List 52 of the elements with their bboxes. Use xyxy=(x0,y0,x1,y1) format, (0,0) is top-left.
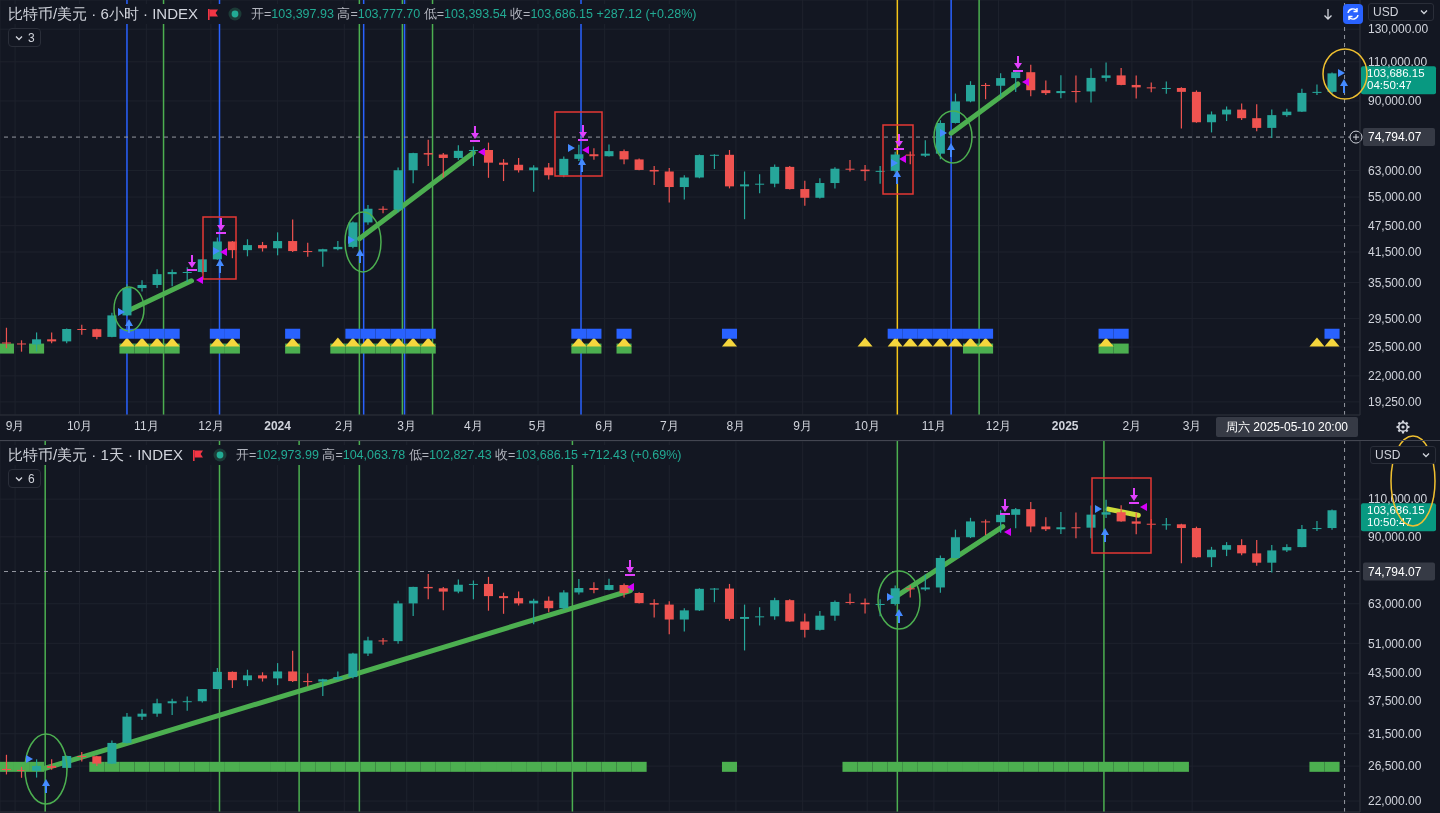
chart-title: 比特币/美元 · 6小时 · INDEX xyxy=(8,4,199,24)
text: USD xyxy=(1375,448,1401,462)
y-tick-label: 130,000.00 xyxy=(1368,22,1429,37)
y-tick-label: 25,500.00 xyxy=(1368,340,1422,355)
x-tick-label: 12月 xyxy=(198,418,224,433)
x-tick-label: 11月 xyxy=(134,418,159,433)
x-tick-label: 2月 xyxy=(1122,418,1142,433)
x-tick-label: 3月 xyxy=(397,418,417,433)
y-tick-label: 63,000.00 xyxy=(1368,163,1422,178)
text: 开=102,973.99 高=104,063.78 低=102,827.43 收=103,686.15 +712.43 (+0.69%) xyxy=(236,447,682,462)
y-tick-label: 47,500.00 xyxy=(1368,218,1422,233)
x-tick-label: 2024 xyxy=(264,418,292,433)
x-tick-label: 4月 xyxy=(464,418,483,433)
y-tick-label: 51,000.00 xyxy=(1368,636,1422,651)
annotation: 3 xyxy=(28,30,35,45)
x-tick-label: 9月 xyxy=(5,418,25,433)
x-tick-label: 6月 xyxy=(595,418,615,433)
x-tick-label: 7月 xyxy=(659,418,679,433)
text: 开=103,397.93 高=103,777.70 低=103,393.54 收=103,686.15 +287.12 (+0.28%) xyxy=(251,6,697,21)
y-tick-label: 90,000.00 xyxy=(1368,94,1422,109)
x-tick-label: 12月 xyxy=(985,418,1012,433)
y-tick-label: 110,000.00 xyxy=(1368,55,1428,70)
x-tick-label: 5月 xyxy=(528,418,548,433)
ref-line-label: 74,794.07 xyxy=(1368,130,1422,145)
y-tick-label: 35,500.00 xyxy=(1368,275,1422,290)
y-tick-label: 41,500.00 xyxy=(1368,245,1422,260)
x-tick-label: 10月 xyxy=(66,418,93,433)
y-tick-label: 90,000.00 xyxy=(1368,530,1422,545)
y-tick-label: 37,500.00 xyxy=(1368,694,1422,709)
x-tick-label: 2月 xyxy=(334,418,354,433)
y-tick-label: 19,250.00 xyxy=(1368,395,1422,410)
x-tick-label: 3月 xyxy=(1182,418,1202,433)
y-tick-label: 26,500.00 xyxy=(1368,759,1422,774)
x-tick-label: 10月 xyxy=(854,418,880,433)
y-tick-label: 63,000.00 xyxy=(1368,596,1422,611)
text: 04:50:47 xyxy=(1367,79,1412,92)
x-tick-label: 8月 xyxy=(726,418,746,433)
x-tick-label: 11月 xyxy=(921,418,947,433)
text: 103,686.15 xyxy=(1367,67,1425,80)
x-tick-label: 9月 xyxy=(793,418,812,433)
x-tick-label: 2025 xyxy=(1051,418,1079,433)
ref-line-label: 74,794.07 xyxy=(1368,564,1422,579)
chart-title: 比特币/美元 · 1天 · INDEX xyxy=(8,445,184,465)
y-tick-label: 31,500.00 xyxy=(1368,726,1422,741)
annotation: 6 xyxy=(28,471,35,486)
y-tick-label: 22,000.00 xyxy=(1368,369,1422,384)
y-tick-label: 29,500.00 xyxy=(1368,311,1422,326)
y-tick-label: 22,000.00 xyxy=(1368,794,1422,809)
text: USD xyxy=(1373,5,1399,19)
y-tick-label: 55,000.00 xyxy=(1368,190,1422,205)
y-tick-label: 43,500.00 xyxy=(1368,666,1422,681)
ref-line-label: 周六 2025-05-10 20:00 xyxy=(1225,420,1349,434)
